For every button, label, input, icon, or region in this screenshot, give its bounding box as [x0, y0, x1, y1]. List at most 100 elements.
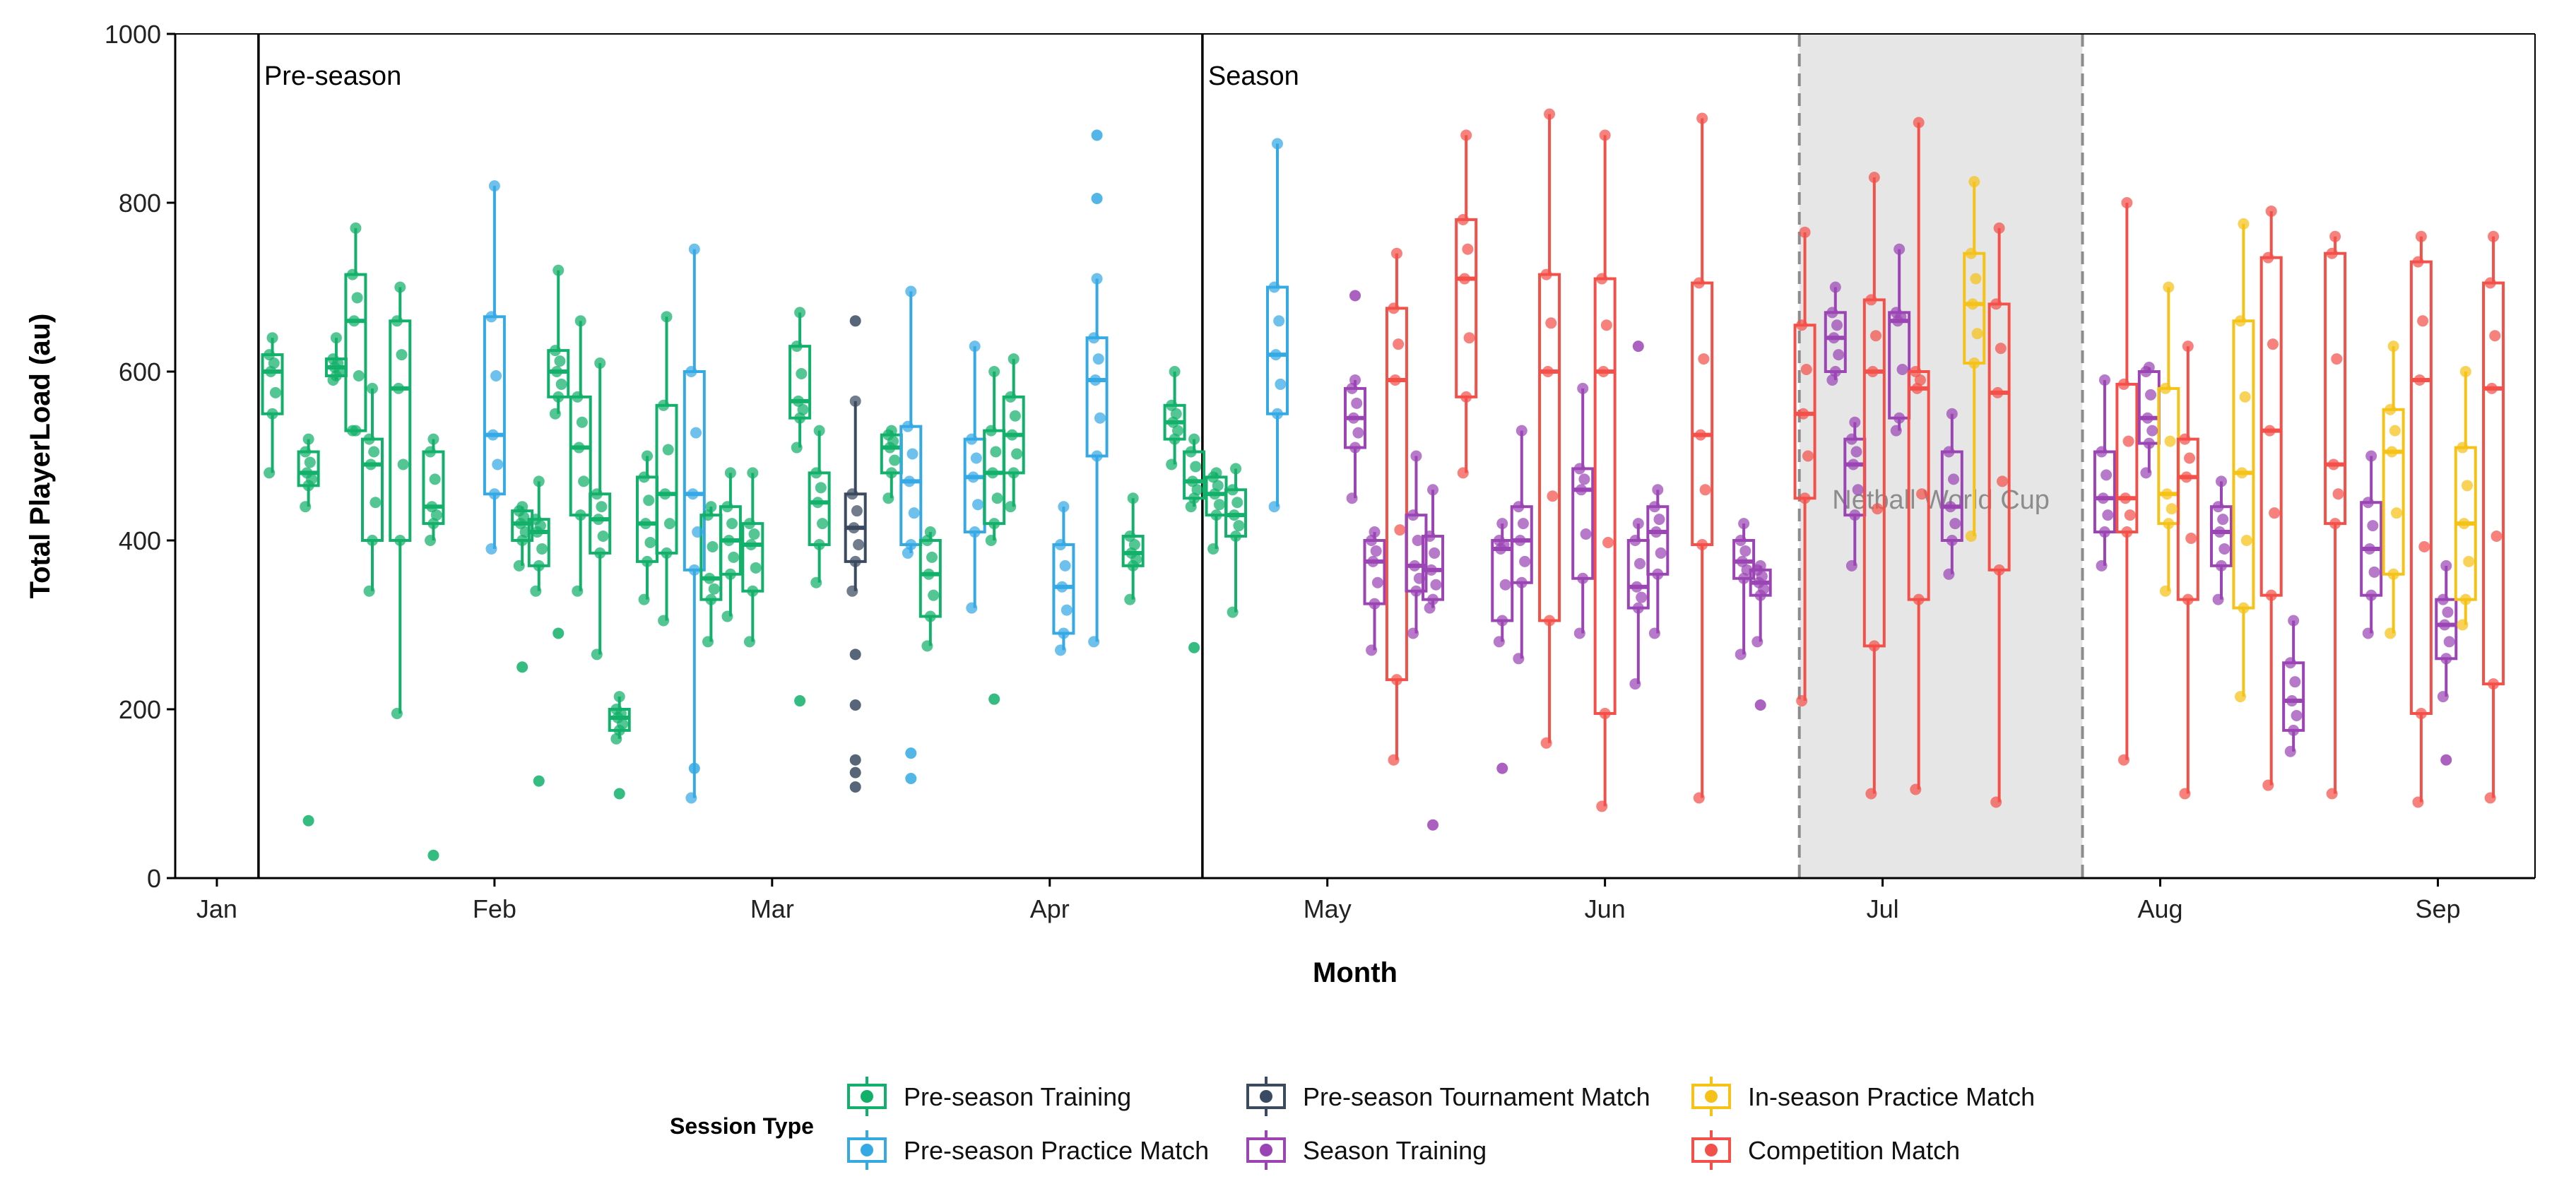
data-point-cm [2489, 330, 2501, 342]
data-point-pst [889, 454, 901, 466]
data-point-st [2442, 606, 2454, 618]
box-ipm [2382, 346, 2405, 634]
data-point-pst [988, 366, 1000, 377]
x-tick-label: Jun [1585, 894, 1626, 923]
data-point-st [1576, 484, 1588, 496]
data-point-st [1369, 598, 1381, 610]
data-point-ipm [2164, 435, 2176, 447]
data-point-pst [597, 531, 609, 543]
data-point-ipm [1967, 298, 1979, 310]
data-point-pst [300, 501, 312, 513]
data-point-pst [573, 442, 585, 454]
data-point-st [2439, 619, 2451, 631]
data-point-st [1893, 412, 1906, 424]
data-point-pst [796, 367, 808, 379]
data-point-ipm [2387, 568, 2399, 580]
data-point-cm [2262, 779, 2274, 791]
data-point-pst [574, 315, 586, 327]
data-point-st [1369, 526, 1381, 538]
data-point-cm [2267, 338, 2279, 350]
data-point-cm [1597, 366, 1609, 377]
data-point-pst [705, 501, 717, 513]
data-point-st [1427, 484, 1439, 496]
data-point-ipm [2463, 555, 2475, 567]
data-point-st [2140, 467, 2152, 479]
data-point-cm [1390, 247, 1402, 259]
data-point-pst [350, 222, 362, 234]
box-cm [1455, 135, 1478, 473]
data-point-pst [1170, 408, 1182, 420]
data-point-pst [661, 547, 673, 559]
data-point-pst [1166, 458, 1178, 470]
data-point-pst [591, 649, 603, 661]
data-point-pst [1190, 461, 1202, 473]
data-point-cm [1868, 640, 1880, 652]
data-point-st [1514, 535, 1526, 546]
outlier-point-pst [1188, 641, 1200, 653]
data-point-pst [1227, 484, 1239, 496]
data-point-pst [366, 535, 378, 546]
data-point-cm [1547, 490, 1559, 502]
box-pst [918, 532, 942, 646]
data-point-st [1347, 412, 1359, 424]
data-point-ptm [846, 488, 858, 500]
legend-item-cm: Competition Match [1691, 1130, 1960, 1170]
data-point-st [2288, 615, 2300, 627]
data-point-pst [553, 391, 565, 403]
data-point-ppm [905, 285, 917, 297]
outlier-point-st [1427, 819, 1439, 831]
box-iqr [655, 403, 678, 555]
data-point-st [1409, 559, 1421, 572]
data-point-pst [394, 281, 406, 293]
data-point-cm [1693, 792, 1705, 804]
data-point-pst [791, 341, 803, 353]
data-point-st [1735, 535, 1747, 546]
data-point-pst [1124, 593, 1136, 605]
box-cm [2482, 236, 2505, 798]
data-point-pst [791, 442, 803, 454]
data-point-st [2284, 657, 2296, 669]
outlier-point-pst [516, 661, 528, 673]
legend-item-st: Season Training [1246, 1130, 1487, 1170]
y-tick-label: 600 [119, 357, 161, 386]
data-point-pst [1210, 509, 1222, 521]
data-point-cm [1799, 226, 1811, 238]
data-point-st [1833, 349, 1845, 361]
data-point-ptm [849, 395, 861, 407]
data-point-st [2215, 475, 2227, 487]
data-point-pst [985, 535, 997, 546]
data-point-cm [2329, 518, 2341, 530]
data-point-cm [1868, 172, 1880, 184]
data-point-ipm [2235, 315, 2247, 327]
data-point-cm [2412, 256, 2424, 268]
data-point-ipm [2458, 518, 2470, 530]
data-point-pst [991, 492, 1003, 504]
data-point-ppm [688, 564, 700, 576]
outlier-point-st [1632, 341, 1644, 353]
data-point-pst [1230, 463, 1242, 475]
data-point-ipm [2391, 507, 2402, 519]
data-point-ipm [2457, 619, 2469, 631]
data-point-pst [661, 311, 673, 323]
data-point-ppm [1275, 378, 1287, 390]
data-point-st [2212, 593, 2224, 605]
data-point-pst [1233, 520, 1245, 532]
data-point-cm [1698, 353, 1710, 365]
data-point-pst [425, 535, 437, 546]
data-point-pst [554, 355, 566, 367]
box-iqr [2482, 281, 2505, 686]
data-point-ipm [1971, 328, 1983, 340]
data-point-pst [985, 425, 997, 437]
data-point-st [1629, 535, 1641, 546]
data-point-ppm [1091, 273, 1103, 285]
data-point-cm [1796, 319, 1808, 331]
box-iqr [2409, 260, 2433, 715]
data-point-ppm [1273, 315, 1285, 327]
data-point-pst [301, 467, 313, 479]
data-point-st [2288, 724, 2300, 736]
data-point-st [1650, 526, 1662, 538]
data-point-pst [643, 495, 655, 507]
data-point-pst [427, 433, 439, 445]
data-point-pst [347, 268, 359, 280]
